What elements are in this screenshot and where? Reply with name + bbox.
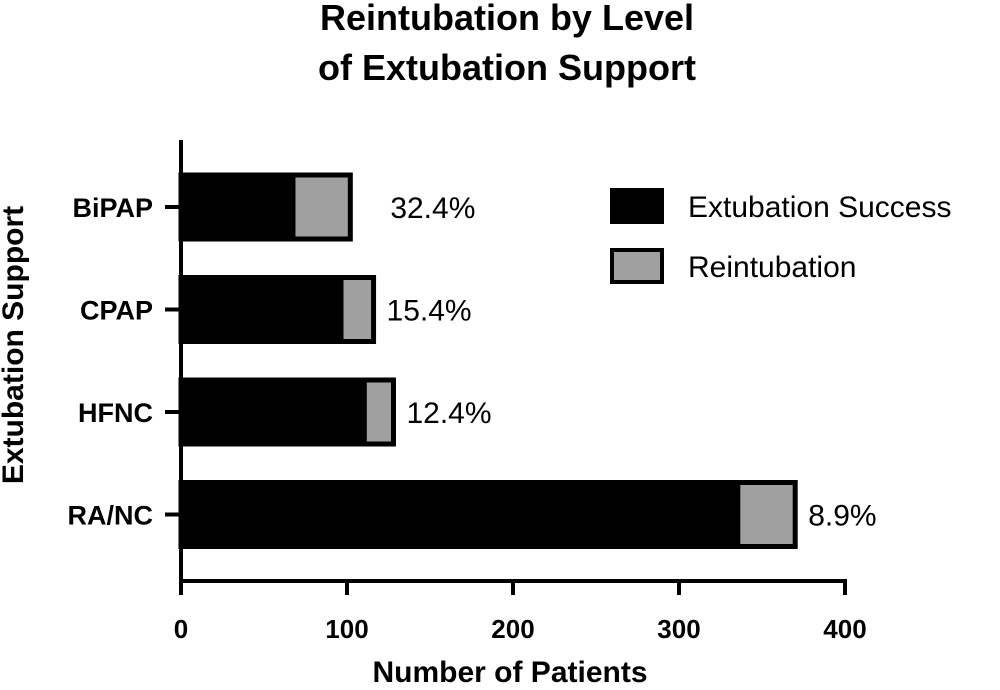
x-tick-label: 0	[174, 614, 188, 644]
bar-extubation-success	[181, 380, 367, 444]
x-tick-label: 200	[491, 614, 534, 644]
x-tick-label: 400	[823, 614, 866, 644]
bar-reintubation	[295, 175, 351, 239]
y-tick-label: BiPAP	[72, 193, 153, 223]
y-tick-label: HFNC	[78, 398, 153, 428]
bar-percent-label: 8.9%	[808, 500, 876, 533]
bar-reintubation	[343, 277, 374, 342]
legend-swatch-extubation-success	[610, 188, 664, 224]
bar-reintubation	[740, 482, 796, 547]
legend: Extubation Success Reintubation	[610, 188, 951, 284]
bar-outline	[178, 275, 377, 344]
legend-label: Reintubation	[688, 251, 856, 284]
bar-outline	[178, 480, 798, 549]
y-tick-label: CPAP	[80, 296, 153, 326]
chart-title: Reintubation by Level of Extubation Supp…	[318, 0, 696, 88]
bar-percent-label: 12.4%	[406, 397, 491, 430]
bar-percent-label: 32.4%	[390, 192, 475, 225]
bar-extubation-success	[181, 175, 296, 239]
bar-outline	[178, 172, 353, 242]
bar-extubation-success	[181, 482, 741, 547]
bar-extubation-success	[181, 277, 344, 342]
x-tick-label: 100	[325, 614, 368, 644]
y-tick-label: RA/NC	[68, 501, 154, 531]
bar-percent-label: 15.4%	[387, 295, 472, 328]
chart-title-line-1: Reintubation by Level	[320, 0, 694, 38]
x-axis-label: Number of Patients	[372, 656, 647, 689]
chart-title-line-2: of Extubation Support	[318, 47, 696, 88]
bars	[178, 172, 798, 549]
x-tick-label: 300	[657, 614, 700, 644]
legend-swatch-reintubation	[610, 248, 664, 284]
y-axis-label: Extubation Support	[0, 206, 30, 484]
legend-label: Extubation Success	[688, 191, 951, 224]
bar-outline	[178, 377, 396, 447]
axes: 0 100 200 300 400 BiPAP CPAP HFNC RA/NC	[68, 140, 867, 644]
data-labels: 32.4% 15.4% 12.4% 8.9%	[387, 192, 877, 533]
bar-reintubation	[366, 380, 394, 444]
